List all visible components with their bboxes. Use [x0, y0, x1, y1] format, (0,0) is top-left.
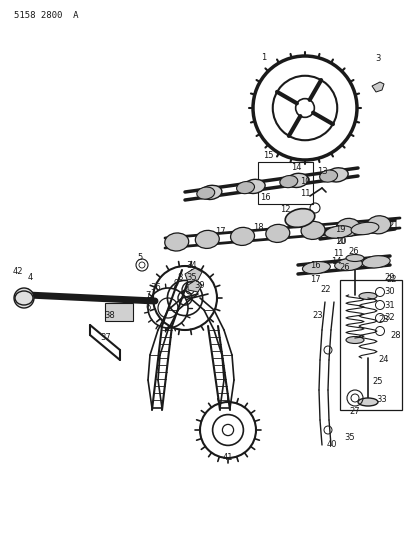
Text: 14: 14 [330, 257, 340, 266]
Text: 14: 14 [290, 164, 301, 173]
Text: 8: 8 [177, 272, 182, 281]
Text: 20: 20 [336, 238, 346, 246]
Text: 40: 40 [326, 440, 337, 449]
Text: 34: 34 [186, 261, 197, 270]
Ellipse shape [285, 208, 314, 228]
Ellipse shape [265, 224, 289, 243]
FancyBboxPatch shape [105, 303, 133, 321]
Text: 26: 26 [339, 263, 349, 272]
Text: 35: 35 [344, 433, 355, 442]
Ellipse shape [200, 185, 221, 199]
Ellipse shape [345, 254, 363, 262]
Text: 28: 28 [390, 332, 400, 341]
Text: 15: 15 [262, 150, 272, 159]
Text: 38: 38 [104, 311, 115, 320]
Text: 10: 10 [334, 238, 344, 246]
Text: 31: 31 [384, 301, 394, 310]
Text: 25: 25 [372, 377, 382, 386]
Text: 16: 16 [259, 193, 270, 203]
Text: 36: 36 [150, 284, 161, 293]
Ellipse shape [358, 293, 376, 300]
Ellipse shape [362, 256, 389, 268]
Circle shape [14, 288, 34, 308]
Text: 33: 33 [376, 395, 387, 405]
Text: 9: 9 [173, 279, 178, 288]
Polygon shape [188, 280, 202, 292]
Text: 1: 1 [261, 52, 266, 61]
Text: 5158 2800  A: 5158 2800 A [14, 11, 78, 20]
Text: 23: 23 [378, 316, 389, 325]
Text: 11: 11 [332, 249, 342, 259]
Ellipse shape [350, 222, 378, 235]
Text: 37: 37 [100, 334, 111, 343]
Text: 26: 26 [348, 247, 358, 256]
Ellipse shape [326, 168, 347, 182]
Text: 42: 42 [13, 268, 23, 277]
Polygon shape [371, 82, 383, 92]
Ellipse shape [195, 230, 219, 248]
Ellipse shape [357, 398, 377, 406]
Text: 11: 11 [299, 189, 310, 198]
Text: 35: 35 [186, 273, 197, 282]
Text: 19: 19 [334, 225, 344, 235]
Ellipse shape [335, 219, 360, 237]
Text: 17: 17 [309, 276, 319, 285]
Ellipse shape [230, 228, 254, 245]
Ellipse shape [324, 226, 352, 238]
Text: 41: 41 [222, 454, 233, 463]
Text: 32: 32 [384, 313, 394, 322]
Text: 5: 5 [137, 254, 142, 262]
Ellipse shape [236, 182, 254, 193]
Ellipse shape [302, 262, 330, 274]
Text: 16: 16 [309, 261, 319, 270]
Text: 29: 29 [384, 273, 394, 282]
Ellipse shape [243, 179, 265, 193]
Ellipse shape [319, 170, 337, 182]
Ellipse shape [164, 233, 188, 251]
Ellipse shape [286, 173, 308, 188]
Text: 12: 12 [279, 206, 290, 214]
Text: 21: 21 [388, 222, 398, 230]
Polygon shape [184, 268, 202, 282]
Text: 13: 13 [316, 167, 326, 176]
Polygon shape [20, 289, 32, 301]
Text: 23: 23 [312, 311, 323, 320]
Text: 7: 7 [145, 290, 151, 300]
Ellipse shape [196, 187, 214, 199]
Text: 39: 39 [194, 280, 205, 289]
Text: 24: 24 [378, 356, 388, 365]
Text: 18: 18 [252, 223, 263, 232]
Text: 27: 27 [349, 408, 360, 416]
Ellipse shape [366, 216, 390, 234]
Text: 22: 22 [320, 286, 330, 295]
Text: 10: 10 [299, 177, 310, 187]
Text: 3: 3 [374, 53, 380, 62]
Ellipse shape [345, 336, 363, 343]
Ellipse shape [279, 175, 297, 188]
Text: 17: 17 [214, 228, 225, 237]
Ellipse shape [300, 221, 324, 239]
Ellipse shape [334, 259, 362, 271]
Text: 4: 4 [27, 273, 33, 282]
Text: 22: 22 [386, 276, 396, 285]
Text: 30: 30 [384, 287, 394, 296]
Text: 6: 6 [145, 303, 151, 312]
